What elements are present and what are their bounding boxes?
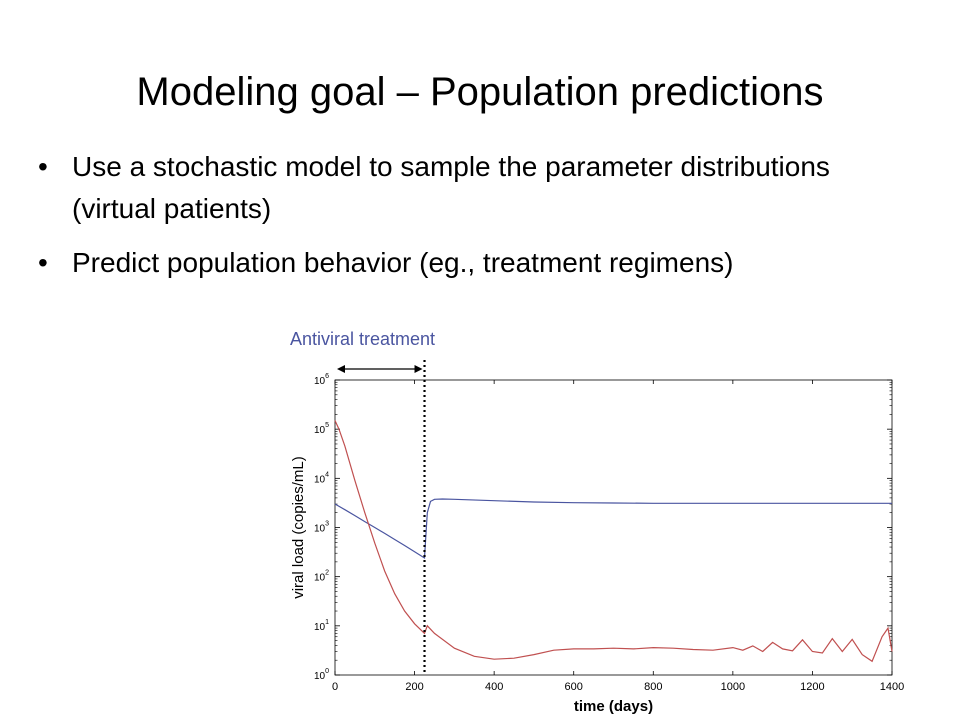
- viral-load-chart: 0 200 400 600 800 1000 1200 1400 100 101 102 103 104…: [290, 360, 904, 715]
- arrow-head-left: [337, 365, 345, 373]
- x-tick-label: 1200: [800, 681, 824, 693]
- y-tick-label: 103: [314, 521, 329, 535]
- bullet-item: • Use a stochastic model to sample the p…: [38, 146, 918, 230]
- bullet-text: Predict population behavior (eg., treatm…: [72, 247, 734, 278]
- x-tick-label: 200: [405, 681, 423, 693]
- y-tick-label: 106: [314, 373, 329, 387]
- y-tick-label: 100: [314, 668, 329, 682]
- series-line-red: [334, 420, 893, 663]
- slide-title: Modeling goal – Population predictions: [136, 70, 824, 114]
- bullet-list: • Use a stochastic model to sample the p…: [38, 146, 918, 296]
- bullet-symbol: •: [38, 247, 48, 278]
- bullet-symbol: •: [38, 151, 48, 182]
- y-tick-label: 105: [314, 422, 329, 436]
- x-tick-label: 600: [565, 681, 583, 693]
- bullet-text: Use a stochastic model to sample the par…: [72, 151, 830, 224]
- x-tick-label: 1400: [880, 681, 904, 693]
- series-line-blue: [334, 498, 892, 560]
- x-tick-label: 1000: [721, 681, 745, 693]
- x-tick-label: 800: [644, 681, 662, 693]
- y-axis-label: viral load (copies/mL): [290, 456, 307, 599]
- y-tick-label: 102: [314, 570, 329, 584]
- y-tick-label: 104: [314, 471, 329, 485]
- arrow-head-right: [414, 365, 423, 373]
- plot-frame: [334, 379, 893, 676]
- bullet-item: • Predict population behavior (eg., trea…: [38, 242, 918, 284]
- antiviral-treatment-label: Antiviral treatment: [290, 329, 436, 349]
- y-tick-label: 101: [314, 619, 329, 633]
- x-axis-label: time (days): [574, 698, 653, 715]
- x-tick-label: 0: [332, 681, 338, 693]
- x-tick-label: 400: [485, 681, 503, 693]
